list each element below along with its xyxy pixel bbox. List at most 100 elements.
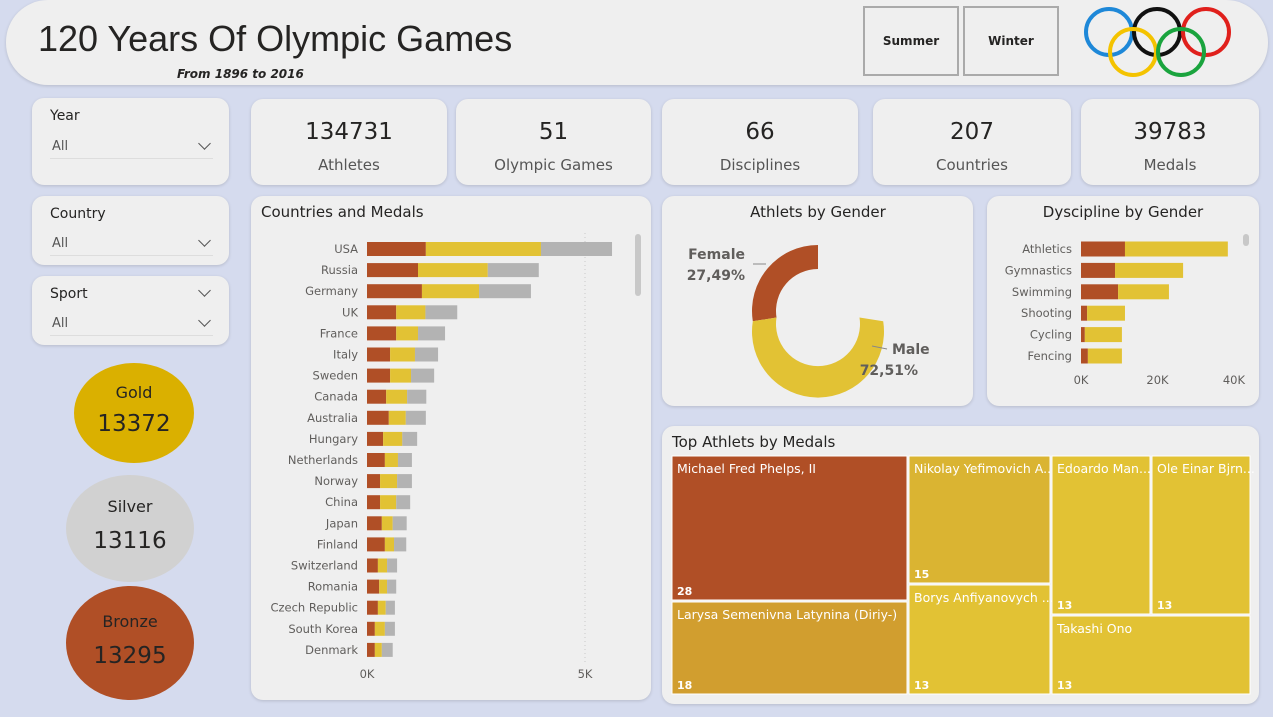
tile-value: 18 bbox=[677, 679, 692, 692]
filter-value: All bbox=[52, 139, 69, 154]
y-tick-label: Czech Republic bbox=[270, 601, 358, 615]
bar-segment bbox=[421, 284, 480, 299]
bar-segment bbox=[1081, 305, 1088, 321]
countries-panel: Countries and Medals 0K 5K USA Russia Germany… bbox=[251, 196, 651, 700]
tile-label: Ole Einar Bjrn... bbox=[1157, 461, 1255, 476]
bar-segment bbox=[367, 347, 391, 362]
bar-segment bbox=[367, 326, 397, 341]
y-tick-label: USA bbox=[334, 242, 358, 256]
bar-segment bbox=[540, 242, 613, 256]
kpi-value: 134731 bbox=[305, 119, 393, 145]
olympic-rings bbox=[1084, 7, 1231, 77]
medal-count: 13116 bbox=[93, 528, 167, 554]
dropdown-icon bbox=[198, 314, 211, 327]
bar-segment bbox=[396, 305, 426, 320]
bar-segment bbox=[1081, 241, 1125, 257]
bar-segment bbox=[402, 431, 418, 446]
bronze-card: Bronze 13295 bbox=[66, 586, 194, 700]
kpi-label: Disciplines bbox=[719, 156, 801, 174]
y-tick-label: Hungary bbox=[309, 432, 358, 446]
x-tick-label: 40K bbox=[1223, 373, 1246, 387]
dashboard-subtitle: From 1896 to 2016 bbox=[177, 67, 304, 81]
year-filter[interactable]: Year All bbox=[32, 98, 229, 185]
bar-segment bbox=[487, 263, 539, 278]
y-tick-label: Italy bbox=[333, 348, 358, 362]
bar-segment bbox=[405, 410, 426, 425]
treemap-chart: Top Athlets by Medals Michael Fred Phelps… bbox=[671, 433, 1255, 695]
y-tick-label: Shooting bbox=[1021, 306, 1072, 320]
y-tick-label: Switzerland bbox=[291, 559, 358, 573]
gender-chart: Athlets by Gender Female 27,49% Male 72,51% bbox=[687, 203, 930, 398]
x-tick-label: 20K bbox=[1146, 373, 1169, 387]
slice-value-label: 27,49% bbox=[687, 268, 745, 284]
y-tick-label: Sweden bbox=[313, 369, 358, 383]
bar-segment bbox=[396, 495, 411, 510]
bar-segment bbox=[380, 495, 397, 510]
y-tick-label: Canada bbox=[314, 390, 358, 404]
treemap-tile bbox=[908, 584, 1051, 695]
tile-value: 15 bbox=[914, 568, 929, 581]
bar-segment bbox=[1124, 241, 1228, 257]
country-filter[interactable]: Country All bbox=[32, 196, 229, 265]
bar-segment bbox=[388, 410, 406, 425]
y-tick-label: Swimming bbox=[1012, 285, 1072, 299]
bar-segment bbox=[418, 326, 446, 341]
kpi-card: 207 Countries bbox=[873, 99, 1071, 185]
x-tick-label: 5K bbox=[578, 667, 593, 681]
bar-segment bbox=[384, 453, 398, 467]
gold-card: Gold 13372 bbox=[74, 363, 194, 463]
bar-segment bbox=[374, 642, 382, 657]
filter-underline bbox=[50, 158, 213, 159]
bar-segment bbox=[407, 389, 427, 404]
kpi-card: 66 Disciplines bbox=[662, 99, 858, 185]
bar-segment bbox=[390, 368, 412, 383]
bar-segment bbox=[418, 263, 488, 278]
bar-segment bbox=[390, 347, 415, 362]
bar-segment bbox=[1115, 262, 1184, 278]
bar-segment bbox=[367, 537, 385, 552]
bar-segment bbox=[385, 600, 395, 615]
x-tick-label: 0K bbox=[360, 667, 375, 681]
kpi-label: Medals bbox=[1143, 156, 1197, 174]
chart-title: Dyscipline by Gender bbox=[1043, 203, 1204, 221]
tile-label: Takashi Ono bbox=[1056, 621, 1132, 636]
tile-value: 13 bbox=[1057, 599, 1072, 612]
countries-chart: Countries and Medals 0K 5K USA Russia Germany… bbox=[261, 203, 641, 681]
y-tick-label: Netherlands bbox=[288, 453, 358, 467]
y-tick-label: Finland bbox=[317, 537, 358, 551]
bar-segment bbox=[367, 431, 384, 446]
bar-segment bbox=[367, 453, 385, 467]
bar-segment bbox=[367, 495, 381, 510]
filter-label: Sport bbox=[50, 286, 88, 302]
kpi-value: 51 bbox=[538, 119, 569, 145]
scrollbar bbox=[635, 234, 641, 296]
season-button[interactable]: Summer bbox=[863, 6, 959, 76]
filter-value: All bbox=[52, 316, 69, 331]
filter-value: All bbox=[52, 236, 69, 251]
bar-segment bbox=[381, 642, 393, 657]
bar-segment bbox=[367, 558, 378, 573]
bar-segment bbox=[367, 600, 378, 615]
season-button[interactable]: Winter bbox=[963, 6, 1059, 76]
bar-segment bbox=[367, 410, 389, 425]
medal-label: Silver bbox=[107, 497, 153, 516]
filter-underline bbox=[50, 255, 213, 256]
bar-segment bbox=[383, 431, 403, 446]
bar-segment bbox=[1118, 284, 1169, 300]
bar-segment bbox=[479, 284, 531, 299]
bar-segment bbox=[387, 579, 397, 594]
chart-title: Top Athlets by Medals bbox=[671, 433, 836, 451]
bar-segment bbox=[377, 558, 388, 573]
y-tick-label: China bbox=[325, 495, 358, 509]
dropdown-icon bbox=[198, 234, 211, 247]
bar-segment bbox=[1081, 348, 1088, 364]
bar-segment bbox=[414, 347, 439, 362]
bar-segment bbox=[367, 263, 419, 278]
bar-segment bbox=[1087, 348, 1122, 364]
kpi-label: Countries bbox=[936, 156, 1008, 174]
slice-label: Female bbox=[688, 247, 745, 263]
bar-segment bbox=[396, 326, 419, 341]
sport-filter[interactable]: Sport All bbox=[32, 276, 229, 345]
